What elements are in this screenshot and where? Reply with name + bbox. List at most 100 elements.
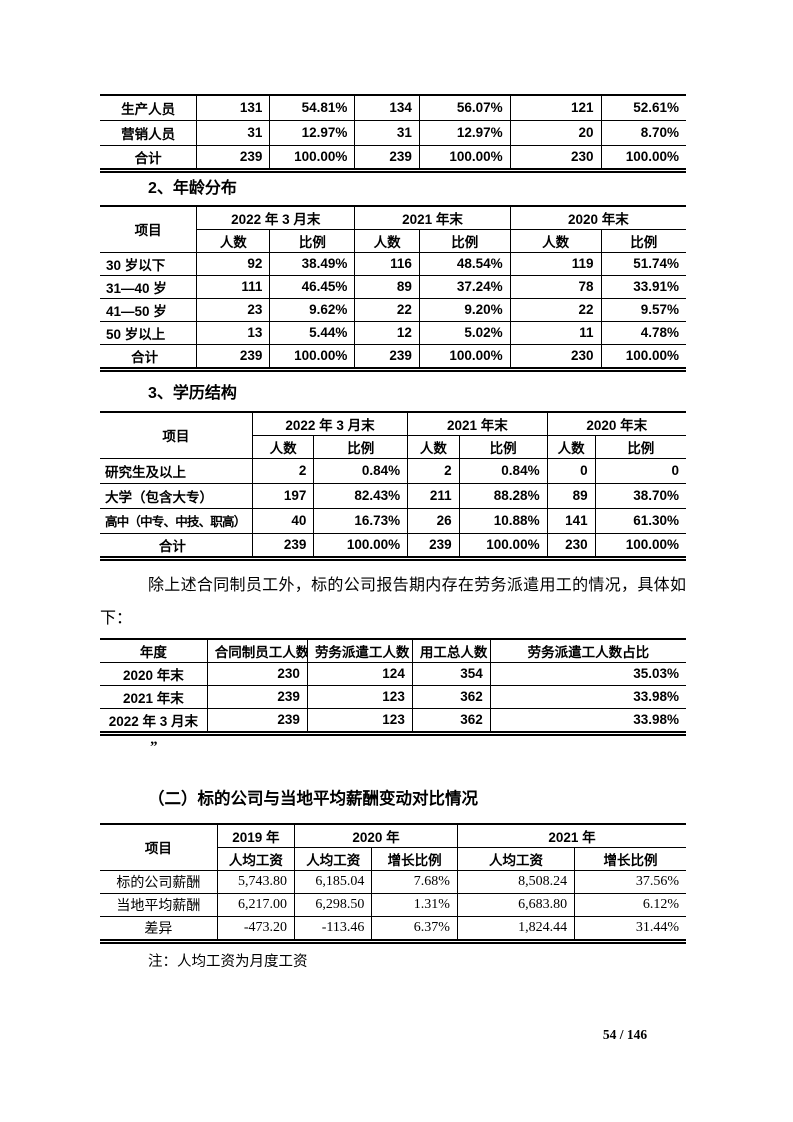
table-cell: 92 bbox=[196, 251, 271, 276]
table-row: 2022 年 3 月末 239 123 362 33.98% bbox=[100, 707, 686, 734]
table-cell: 48.54% bbox=[418, 251, 511, 276]
table-cell: 6.37% bbox=[371, 915, 458, 942]
column-header: 增长比例 bbox=[371, 846, 458, 871]
table-cell: 差异 bbox=[100, 915, 218, 942]
table-cell: 100.00% bbox=[418, 343, 511, 370]
column-header: 项目 bbox=[100, 205, 198, 253]
column-header: 用工总人数 bbox=[411, 638, 491, 663]
table-cell: 9.57% bbox=[600, 297, 686, 322]
table-cell: 9.20% bbox=[418, 297, 511, 322]
column-header: 劳务派遣工人数 bbox=[306, 638, 413, 663]
column-header: 项目 bbox=[100, 823, 218, 871]
table-cell: 124 bbox=[306, 661, 413, 686]
table-cell: 54.81% bbox=[269, 94, 356, 121]
table-cell: 9.62% bbox=[269, 297, 356, 322]
table-cell: 2022 年 3 月末 bbox=[100, 707, 208, 734]
column-header: 人数 bbox=[407, 434, 460, 459]
column-header: 比例 bbox=[269, 228, 356, 253]
table-cell: 6.12% bbox=[574, 892, 686, 917]
table-cell: 141 bbox=[546, 507, 596, 534]
table-row: 31—40 岁 111 46.45% 89 37.24% 78 33.91% bbox=[100, 274, 686, 299]
table-cell: 12.97% bbox=[269, 119, 356, 146]
column-header: 2021 年 bbox=[456, 823, 686, 848]
table-cell: 100.00% bbox=[269, 144, 356, 171]
table-cell: 100.00% bbox=[313, 532, 409, 559]
table-cell: 5,743.80 bbox=[216, 869, 296, 894]
table-cell: 高中（中专、中技、职高） bbox=[100, 507, 253, 534]
table-cell: 当地平均薪酬 bbox=[100, 892, 218, 917]
column-header: 比例 bbox=[313, 434, 409, 459]
table-cell: 31.44% bbox=[574, 915, 686, 942]
table-cell: 2 bbox=[407, 457, 460, 484]
table-row: 差异 -473.20 -113.46 6.37% 1,824.44 31.44% bbox=[100, 915, 686, 942]
column-header: 人数 bbox=[546, 434, 596, 459]
table-cell: 239 bbox=[407, 532, 460, 559]
table-cell: 100.00% bbox=[269, 343, 356, 370]
table-row: 30 岁以下 92 38.49% 116 48.54% 119 51.74% bbox=[100, 251, 686, 276]
column-header: 人数 bbox=[354, 228, 420, 253]
table-cell: 22 bbox=[354, 297, 420, 322]
table-cell: 合计 bbox=[100, 532, 253, 559]
table-cell: 362 bbox=[411, 684, 491, 709]
age-table: 项目 2022 年 3 月末 2021 年末 2020 年末 人数 比例 人数 … bbox=[100, 204, 686, 372]
table-cell: 119 bbox=[509, 251, 602, 276]
column-header: 2020 年末 bbox=[509, 205, 686, 230]
table-cell: 研究生及以上 bbox=[100, 457, 253, 484]
column-header: 人均工资 bbox=[294, 846, 373, 871]
table-cell: 121 bbox=[509, 94, 602, 121]
table-cell: 230 bbox=[509, 343, 602, 370]
table-cell: -473.20 bbox=[216, 915, 296, 942]
table-row: 41—50 岁 23 9.62% 22 9.20% 22 9.57% bbox=[100, 297, 686, 322]
dispatch-table: 年度 合同制员工人数 劳务派遣工人数 用工总人数 劳务派遣工人数占比 2020 … bbox=[100, 637, 686, 736]
table-cell: 82.43% bbox=[313, 482, 409, 509]
table-cell: 5.44% bbox=[269, 320, 356, 345]
table-header-row: 项目 2022 年 3 月末 2021 年末 2020 年末 bbox=[100, 205, 686, 253]
table-cell: 31 bbox=[354, 119, 420, 146]
table-row: 研究生及以上 2 0.84% 2 0.84% 0 0 bbox=[100, 457, 686, 484]
column-header: 2020 年 bbox=[294, 823, 458, 848]
salary-table-header: 项目 2019 年 2020 年 2021 年 人均工资 人均工资 增长比例 人… bbox=[100, 823, 686, 871]
table-cell: 100.00% bbox=[600, 144, 686, 171]
table-row: 合计 239 100.00% 239 100.00% 230 100.00% bbox=[100, 343, 686, 370]
edu-table: 项目 2022 年 3 月末 2021 年末 2020 年末 人数 比例 人数 … bbox=[100, 410, 686, 561]
table-cell: 0 bbox=[594, 457, 686, 484]
table-cell: 20 bbox=[509, 119, 602, 146]
table-cell: 30 岁以下 bbox=[100, 251, 198, 276]
table-cell: 362 bbox=[411, 707, 491, 734]
column-header: 2021 年末 bbox=[407, 411, 548, 436]
column-header: 增长比例 bbox=[574, 846, 686, 871]
table-cell: 13 bbox=[196, 320, 271, 345]
column-header: 人均工资 bbox=[456, 846, 576, 871]
table-cell: 239 bbox=[206, 684, 308, 709]
table-header-row: 项目 2019 年 2020 年 2021 年 bbox=[100, 823, 686, 871]
column-header: 人均工资 bbox=[217, 846, 296, 871]
column-header: 人数 bbox=[196, 228, 271, 253]
table-cell: 22 bbox=[509, 297, 602, 322]
table-cell: 230 bbox=[509, 144, 602, 171]
table-cell: 合计 bbox=[100, 343, 198, 370]
column-header: 比例 bbox=[600, 228, 686, 253]
table-cell: 营销人员 bbox=[100, 119, 198, 146]
table-cell: 33.98% bbox=[489, 707, 686, 734]
column-header: 人数 bbox=[509, 228, 602, 253]
table-cell: 239 bbox=[196, 343, 271, 370]
table-cell: 35.03% bbox=[489, 661, 686, 686]
table-cell: 标的公司薪酬 bbox=[100, 869, 218, 894]
table-cell: 2021 年末 bbox=[100, 684, 208, 709]
column-header: 合同制员工人数 bbox=[206, 638, 308, 663]
table-header-row: 项目 2022 年 3 月末 2021 年末 2020 年末 bbox=[100, 411, 686, 459]
page-content: 生产人员 131 54.81% 134 56.07% 121 52.61% 营销人员 31 12.… bbox=[100, 0, 686, 971]
table-cell: 0.84% bbox=[313, 457, 409, 484]
closing-quote-mark: ” bbox=[150, 738, 158, 755]
column-header: 劳务派遣工人数占比 bbox=[489, 638, 686, 663]
table-cell: 10.88% bbox=[458, 507, 548, 534]
salary-section-heading: （二）标的公司与当地平均薪酬变动对比情况 bbox=[148, 789, 478, 808]
table-row: 当地平均薪酬 6,217.00 6,298.50 1.31% 6,683.80 6.12% bbox=[100, 892, 686, 917]
table-cell: 111 bbox=[196, 274, 271, 299]
table-cell: 4.78% bbox=[600, 320, 686, 345]
column-header: 2020 年末 bbox=[546, 411, 686, 436]
table-cell: 12.97% bbox=[418, 119, 511, 146]
table-cell: 8.70% bbox=[600, 119, 686, 146]
table-cell: 6,185.04 bbox=[294, 869, 373, 894]
table-cell: 2 bbox=[251, 457, 315, 484]
